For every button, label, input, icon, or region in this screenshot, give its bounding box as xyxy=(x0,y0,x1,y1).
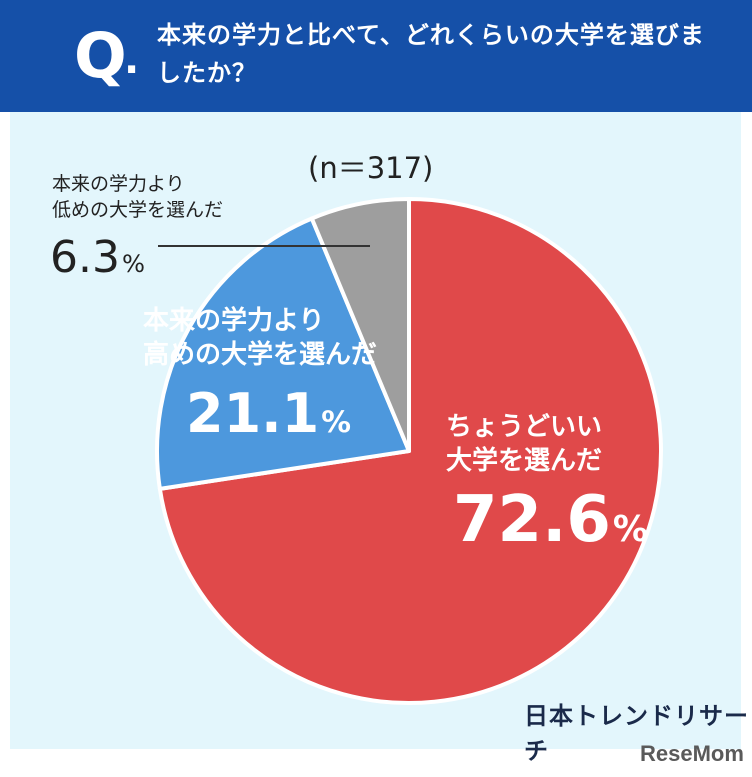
sample-size-label: (n＝317) xyxy=(308,151,434,185)
good-slice-value: 72.6% xyxy=(453,483,648,557)
low-slice-value: 6.3% xyxy=(50,232,145,283)
good-slice-label-line1: ちょうどいい xyxy=(446,412,603,442)
q-letter: Q xyxy=(74,19,127,92)
low-slice-label-line1: 本来の学力より xyxy=(52,173,185,195)
high-slice-label-line2: 高めの大学を選んだ xyxy=(143,340,378,370)
high-slice-label: 本来の学力より 高めの大学を選んだ xyxy=(143,304,377,372)
good-slice-label: ちょうどいい 大学を選んだ xyxy=(446,410,602,478)
high-slice-value-number: 21.1 xyxy=(186,382,320,445)
low-slice-value-unit: % xyxy=(121,250,145,278)
brand-logo-text: 日本トレンドリサーチ xyxy=(524,702,749,765)
question-header: Q . 本来の学力と比べて、どれくらいの大学を選びましたか？ xyxy=(0,0,752,112)
good-slice-value-number: 72.6 xyxy=(453,483,611,557)
q-dot: . xyxy=(124,37,140,83)
low-slice-value-number: 6.3 xyxy=(50,232,120,283)
high-slice-value: 21.1% xyxy=(186,382,351,445)
good-slice-value-unit: % xyxy=(612,509,649,550)
low-slice-label: 本来の学力より 低めの大学を選んだ xyxy=(52,171,223,223)
high-slice-label-line1: 本来の学力より xyxy=(143,306,325,336)
low-slice-label-line2: 低めの大学を選んだ xyxy=(52,199,224,221)
pie-slice-low xyxy=(309,197,411,453)
pie-slice-high xyxy=(155,216,411,491)
high-slice-value-unit: % xyxy=(321,405,351,440)
watermark-text: ReseMom xyxy=(640,741,744,766)
question-text: 本来の学力と比べて、どれくらいの大学を選びましたか？ xyxy=(157,21,705,87)
q-mark: Q . xyxy=(74,18,146,98)
good-slice-label-line2: 大学を選んだ xyxy=(446,446,603,476)
